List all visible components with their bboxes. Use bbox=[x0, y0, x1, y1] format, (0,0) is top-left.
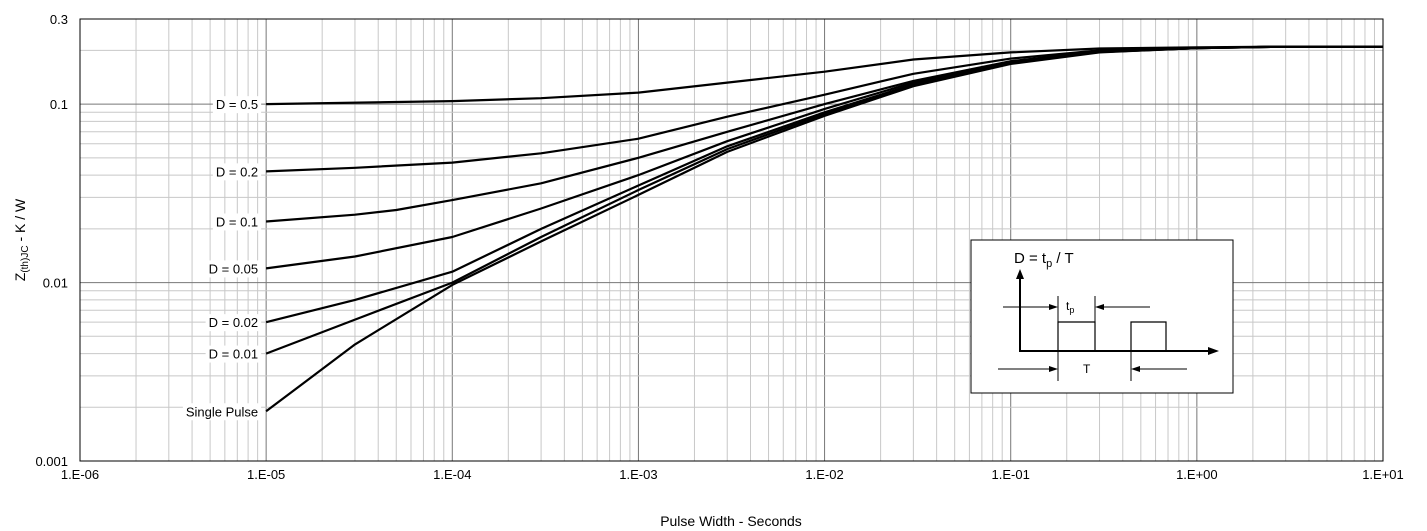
inset-pulse-1 bbox=[1057, 321, 1096, 351]
series-label: Single Pulse bbox=[186, 404, 258, 419]
series-label: D = 0.02 bbox=[209, 315, 259, 330]
series-label: D = 0.01 bbox=[209, 347, 259, 362]
x-tick-label: 1.E-02 bbox=[805, 467, 843, 482]
x-tick-label: 1.E-01 bbox=[992, 467, 1030, 482]
y-tick-label: 0.001 bbox=[35, 454, 68, 469]
series-label-background bbox=[205, 260, 262, 278]
x-tick-label: 1.E+00 bbox=[1176, 467, 1218, 482]
series-label-background bbox=[205, 314, 262, 332]
series-label: D = 0.5 bbox=[216, 97, 258, 112]
inset-y-arrow bbox=[1016, 269, 1024, 279]
x-tick-label: 1.E-03 bbox=[619, 467, 657, 482]
series-label: D = 0.2 bbox=[216, 164, 258, 179]
y-axis-title-main: Z bbox=[12, 272, 28, 281]
series-label-background bbox=[182, 403, 262, 421]
x-tick-label: 1.E-04 bbox=[433, 467, 471, 482]
x-tick-label: 1.E-06 bbox=[61, 467, 99, 482]
inset-period-arrowhead-right bbox=[1131, 366, 1140, 372]
x-axis-title: Pulse Width - Seconds bbox=[660, 513, 802, 529]
inset-formula: D = tp / T bbox=[1014, 250, 1074, 270]
series-labels: D = 0.5 D = 0.2 D = 0.1 D = 0.05 D = 0.02 D =… bbox=[182, 96, 262, 421]
grid bbox=[80, 19, 1383, 461]
x-tick-label: 1.E+01 bbox=[1362, 467, 1404, 482]
x-axis-ticks: 1.E-06 1.E-05 1.E-04 1.E-03 1.E-02 1.E-01 1.E+… bbox=[61, 467, 1404, 482]
duty-cycle-inset: D = tp / T tp T bbox=[970, 239, 1234, 394]
y-tick-label: 0.1 bbox=[50, 97, 68, 112]
y-axis-title-sub: (th)JC bbox=[20, 245, 31, 272]
series-label-background bbox=[212, 96, 262, 114]
inset-period-label: T bbox=[1083, 362, 1091, 376]
series-label-background bbox=[212, 163, 262, 181]
inset-tp-arrowhead-left bbox=[1049, 304, 1058, 310]
inset-period-arrowhead-left bbox=[1049, 366, 1058, 372]
series-line bbox=[265, 45, 1383, 413]
inset-pulse-2 bbox=[1130, 321, 1167, 351]
y-tick-label: 0.3 bbox=[50, 12, 68, 27]
y-tick-label: 0.01 bbox=[43, 276, 68, 291]
svg-text:Z(th)JC - K / W: Z(th)JC - K / W bbox=[12, 198, 31, 281]
inset-tp-arrowhead-right bbox=[1095, 304, 1104, 310]
series-label: D = 0.05 bbox=[209, 261, 259, 276]
inset-tp-label: tp bbox=[1066, 299, 1074, 315]
x-tick-label: 1.E-05 bbox=[247, 467, 285, 482]
series-label: D = 0.1 bbox=[216, 214, 258, 229]
series-label-background bbox=[205, 345, 262, 363]
series-label-background bbox=[212, 213, 262, 231]
y-axis-ticks: 0.001 0.01 0.1 0.3 bbox=[35, 12, 68, 469]
y-axis-title: Z(th)JC - K / W bbox=[12, 198, 31, 281]
inset-box bbox=[970, 239, 1234, 394]
plot-frame bbox=[79, 18, 1384, 462]
inset-x-arrow bbox=[1208, 347, 1219, 355]
y-axis-title-rest: - K / W bbox=[12, 198, 28, 245]
series-lines bbox=[265, 45, 1383, 413]
